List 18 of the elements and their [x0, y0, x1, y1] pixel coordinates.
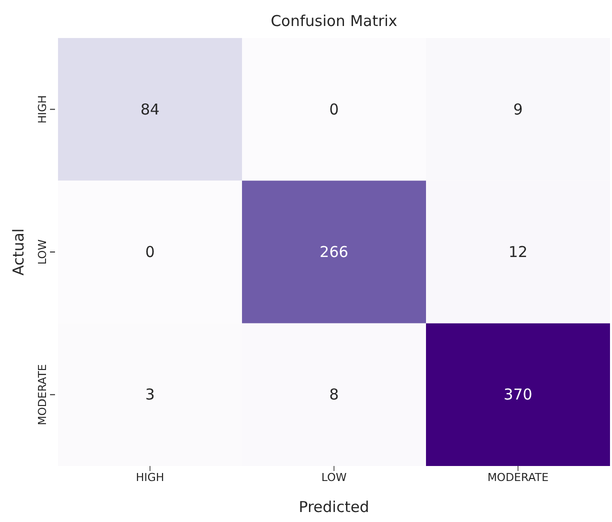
- data-label: 266: [320, 243, 348, 261]
- x-axis-title: Predicted: [298, 498, 370, 516]
- x-tick-label: LOW: [321, 470, 347, 484]
- x-tick-label: MODERATE: [487, 470, 549, 484]
- data-label: 84: [140, 100, 160, 118]
- data-label: 9: [513, 100, 523, 118]
- y-tick-label: MODERATE: [36, 364, 49, 426]
- data-label: 8: [329, 386, 339, 404]
- chart-title: Confusion Matrix: [270, 12, 398, 30]
- y-axis-title: Actual: [9, 228, 28, 276]
- data-label: 0: [145, 243, 155, 261]
- y-tick-label: HIGH: [36, 95, 49, 124]
- data-label: 3: [145, 386, 155, 404]
- y-tick-label: LOW: [36, 239, 49, 265]
- x-tick-label: HIGH: [136, 470, 164, 484]
- data-label: 0: [329, 100, 339, 118]
- data-label: 12: [508, 243, 528, 261]
- data-label: 370: [504, 386, 532, 404]
